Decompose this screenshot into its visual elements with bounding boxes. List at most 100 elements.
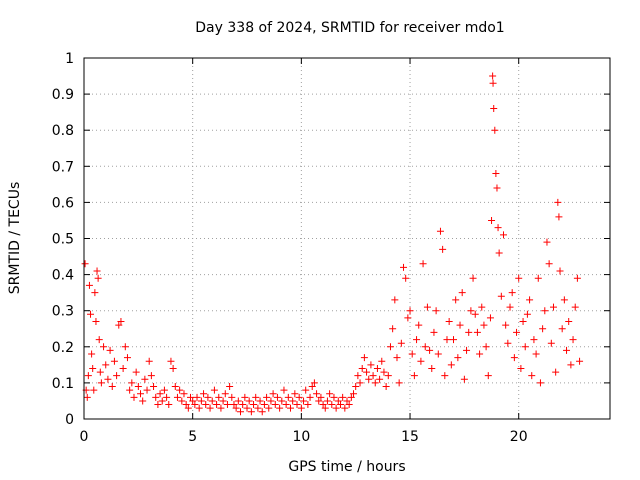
data-point [173, 393, 181, 401]
data-point [526, 296, 534, 304]
data-point [282, 401, 290, 409]
data-point [291, 390, 299, 398]
data-point [191, 401, 199, 409]
data-point [497, 292, 505, 300]
x-axis-label: GPS time / hours [288, 459, 405, 475]
data-point [506, 303, 514, 311]
data-point [443, 336, 451, 344]
data-point [147, 372, 155, 380]
data-point [528, 372, 536, 380]
data-point [241, 393, 249, 401]
data-point [413, 336, 421, 344]
data-point [306, 393, 314, 401]
data-point [289, 397, 297, 405]
data-point [473, 328, 481, 336]
data-point [236, 408, 244, 416]
data-point [130, 393, 138, 401]
data-point [332, 404, 340, 412]
data-point [317, 393, 325, 401]
data-point [102, 361, 110, 369]
data-point [215, 393, 223, 401]
data-point [354, 372, 362, 380]
data-point [267, 397, 275, 405]
data-point [245, 397, 253, 405]
data-point [252, 393, 260, 401]
data-point [88, 350, 96, 358]
data-point [106, 346, 114, 354]
data-point [210, 386, 218, 394]
data-point [350, 390, 358, 398]
data-point [92, 318, 100, 326]
data-point [421, 343, 429, 351]
data-point [465, 328, 473, 336]
data-point [441, 372, 449, 380]
data-point [178, 397, 186, 405]
data-point [184, 404, 192, 412]
data-point [334, 397, 342, 405]
data-point [256, 397, 264, 405]
data-point [476, 350, 484, 358]
data-point [373, 364, 381, 372]
data-point [145, 357, 153, 365]
data-point [278, 397, 286, 405]
data-point [513, 328, 521, 336]
data-point [519, 318, 527, 326]
data-point [137, 390, 145, 398]
y-tick-label: 0.5 [52, 232, 74, 248]
data-point [286, 404, 294, 412]
data-point [187, 393, 195, 401]
grid-layer [84, 58, 610, 419]
data-point [539, 325, 547, 333]
data-point [555, 213, 563, 221]
data-point [430, 328, 438, 336]
data-point [308, 383, 316, 391]
data-point [358, 364, 366, 372]
data-point [182, 401, 190, 409]
data-point [258, 408, 266, 416]
data-point [217, 404, 225, 412]
data-point [545, 260, 553, 268]
data-point [100, 343, 108, 351]
y-tick-label: 0.9 [52, 87, 74, 103]
data-point [143, 386, 151, 394]
data-point [284, 393, 292, 401]
data-point [110, 357, 118, 365]
data-point [328, 401, 336, 409]
data-point [341, 404, 349, 412]
data-point [556, 267, 564, 275]
data-point [567, 361, 575, 369]
data-point [445, 318, 453, 326]
data-point [87, 310, 95, 318]
data-point [489, 72, 497, 80]
data-point [90, 386, 98, 394]
data-point [549, 303, 557, 311]
data-point [530, 336, 538, 344]
data-point [554, 198, 562, 206]
data-point [163, 393, 171, 401]
data-point [397, 339, 405, 347]
data-point [491, 126, 499, 134]
data-point [447, 361, 455, 369]
x-tick-label: 20 [510, 429, 528, 445]
data-point [410, 372, 418, 380]
data-point [219, 397, 227, 405]
data-point [132, 368, 140, 376]
data-point [260, 401, 268, 409]
data-point [208, 397, 216, 405]
data-point [484, 372, 492, 380]
data-point [302, 386, 310, 394]
data-point [402, 274, 410, 282]
data-point [439, 245, 447, 253]
data-point [415, 321, 423, 329]
x-tick-label: 15 [401, 429, 419, 445]
data-point [171, 383, 179, 391]
data-point [504, 339, 512, 347]
data-point [508, 289, 516, 297]
data-point [389, 325, 397, 333]
data-point [371, 379, 379, 387]
data-point [521, 343, 529, 351]
data-point [502, 321, 510, 329]
data-point [343, 397, 351, 405]
data-point [471, 310, 479, 318]
